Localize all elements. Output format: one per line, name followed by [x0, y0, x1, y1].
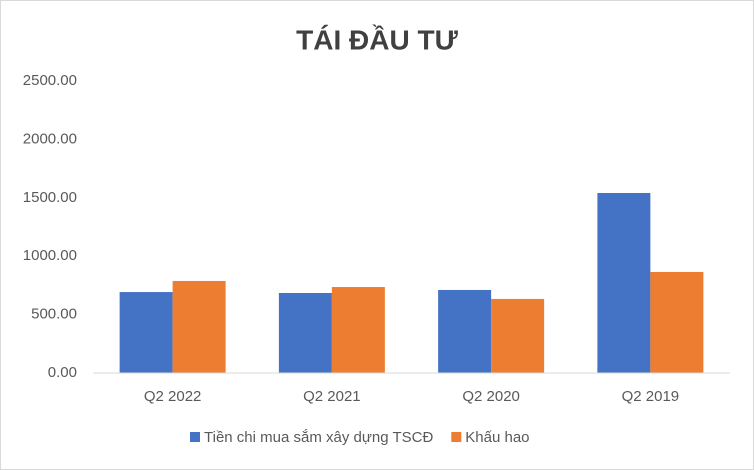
bar	[172, 280, 226, 373]
legend-swatch	[451, 432, 462, 442]
legend-label: Khấu hao	[465, 429, 529, 446]
x-tick-label: Q2 2019	[622, 388, 680, 405]
x-tick-label: Q2 2021	[303, 388, 361, 405]
y-tick-label: 2500.00	[23, 72, 77, 89]
chart-title: TÁI ĐẦU TƯ	[296, 24, 458, 55]
x-tick-label: Q2 2020	[462, 388, 520, 405]
y-tick-label: 2000.00	[23, 130, 77, 147]
bar	[650, 271, 704, 373]
bar	[119, 292, 173, 373]
bar	[438, 289, 492, 373]
x-tick-label: Q2 2022	[144, 388, 202, 405]
bar	[491, 298, 545, 373]
y-tick-label: 500.00	[31, 306, 77, 323]
legend-swatch	[190, 432, 200, 442]
y-tick-label: 1000.00	[23, 247, 77, 264]
bar	[331, 287, 385, 373]
bar	[278, 292, 332, 373]
y-tick-label: 1500.00	[23, 189, 77, 206]
y-tick-label: 0.00	[48, 364, 77, 381]
bar	[597, 193, 651, 373]
legend-label: Tiền chi mua sắm xây dựng TSCĐ	[204, 429, 433, 446]
